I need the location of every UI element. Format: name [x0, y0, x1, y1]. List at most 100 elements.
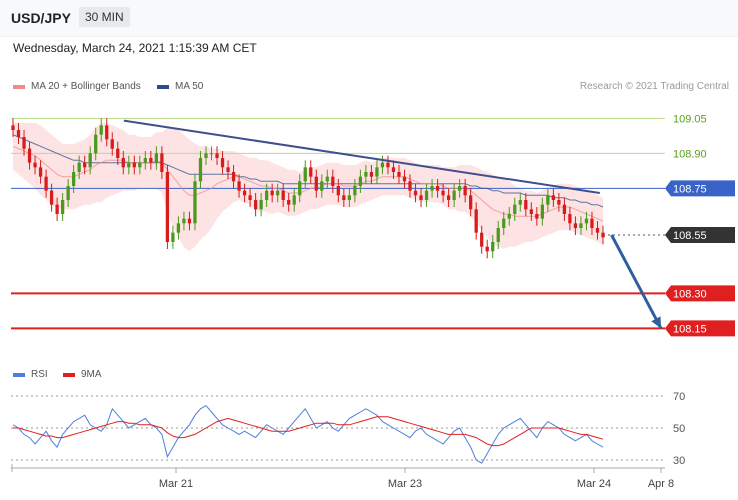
- candle: [375, 167, 379, 177]
- candle: [88, 153, 92, 168]
- legend-9ma: 9MA: [63, 369, 102, 380]
- candle: [121, 158, 125, 168]
- time-tick-label: Mar 23: [388, 478, 422, 490]
- symbol-label: USD/JPY: [11, 10, 71, 26]
- candle: [66, 186, 70, 200]
- candle: [507, 214, 511, 219]
- ma50-line: [12, 134, 604, 208]
- candle: [182, 218, 186, 224]
- candle: [485, 246, 489, 252]
- candle: [469, 195, 473, 210]
- candle: [397, 172, 401, 177]
- level-tag-108-30: [665, 285, 735, 302]
- candle: [331, 176, 335, 186]
- candle: [474, 209, 478, 233]
- candle: [364, 172, 368, 177]
- level-label-108-15: 108.15: [673, 323, 707, 335]
- candle: [72, 172, 76, 186]
- candle: [391, 167, 396, 172]
- candle: [540, 204, 544, 219]
- candle: [314, 176, 318, 191]
- time-tick-label: Mar 24: [577, 478, 611, 490]
- candle: [402, 176, 407, 182]
- candle: [231, 172, 236, 182]
- candle: [491, 242, 495, 252]
- bollinger-band: [13, 123, 603, 252]
- candle: [237, 181, 241, 191]
- candle: [287, 200, 291, 205]
- rsi-label: RSI: [31, 369, 48, 380]
- ma9-label: 9MA: [81, 369, 102, 380]
- candle: [551, 195, 556, 200]
- candle: [55, 204, 59, 214]
- candle: [386, 162, 390, 168]
- candle: [457, 186, 462, 191]
- rsi-level-label-30: 30: [673, 455, 685, 467]
- legend-ma20: MA 20 + Bollinger Bands: [13, 81, 141, 92]
- candle: [105, 125, 109, 140]
- candle: [342, 195, 346, 200]
- candle: [480, 232, 484, 247]
- candle: [143, 158, 147, 163]
- chart-header: USD/JPY 30 MIN: [0, 0, 738, 37]
- candle: [562, 204, 567, 214]
- candle: [209, 153, 214, 155]
- timeframe-badge[interactable]: 30 MIN: [79, 7, 130, 27]
- candle: [22, 137, 26, 149]
- projection-arrow-head: [651, 316, 661, 329]
- candle: [502, 218, 506, 228]
- candle: [303, 167, 307, 182]
- candle: [513, 204, 517, 214]
- candle: [198, 158, 203, 182]
- ma20-swatch: [13, 84, 25, 89]
- candle: [127, 162, 131, 168]
- candle: [524, 200, 528, 210]
- candle: [226, 167, 230, 172]
- trend-line: [123, 119, 600, 194]
- candle: [49, 190, 54, 205]
- candle: [595, 228, 600, 233]
- candle: [110, 139, 114, 149]
- candle: [446, 195, 451, 200]
- rsi-series-9ma: [13, 416, 604, 447]
- candle: [441, 190, 445, 196]
- candle: [369, 172, 374, 177]
- candle: [187, 218, 192, 224]
- candle: [60, 200, 65, 214]
- copyright-label: Research © 2021 Trading Central: [579, 81, 729, 92]
- candle: [353, 186, 357, 196]
- candle: [281, 190, 285, 200]
- level-label-108-75: 108.75: [673, 183, 707, 195]
- candle: [590, 218, 594, 228]
- level-label-108-90: 108.90: [673, 148, 707, 160]
- time-tick-label: Apr 8: [648, 478, 674, 490]
- candle: [430, 186, 434, 191]
- candle: [579, 223, 583, 228]
- candle: [419, 195, 423, 200]
- candle: [265, 190, 269, 200]
- candle: [193, 181, 197, 224]
- candle: [165, 172, 170, 242]
- ma50-swatch: [157, 84, 169, 89]
- candle: [220, 158, 225, 168]
- rsi-series-rsi: [12, 404, 604, 464]
- candle: [413, 190, 418, 196]
- candle: [248, 195, 252, 200]
- candle: [83, 162, 87, 168]
- datetime-label: Wednesday, March 24, 2021 1:15:39 AM CET: [13, 41, 257, 55]
- legend-ma50: MA 50: [157, 81, 203, 92]
- candle: [358, 176, 363, 186]
- candle: [320, 181, 324, 191]
- candle: [27, 148, 32, 163]
- rsi-swatch: [13, 372, 25, 377]
- legend-rsi: RSI: [13, 369, 48, 380]
- level-tag-108-15: [665, 320, 735, 337]
- candle: [116, 148, 120, 158]
- projection-arrow: [610, 234, 663, 330]
- candle: [435, 186, 440, 191]
- candle: [452, 190, 456, 200]
- candle: [276, 190, 280, 196]
- candle: [132, 162, 136, 168]
- candle: [99, 125, 103, 135]
